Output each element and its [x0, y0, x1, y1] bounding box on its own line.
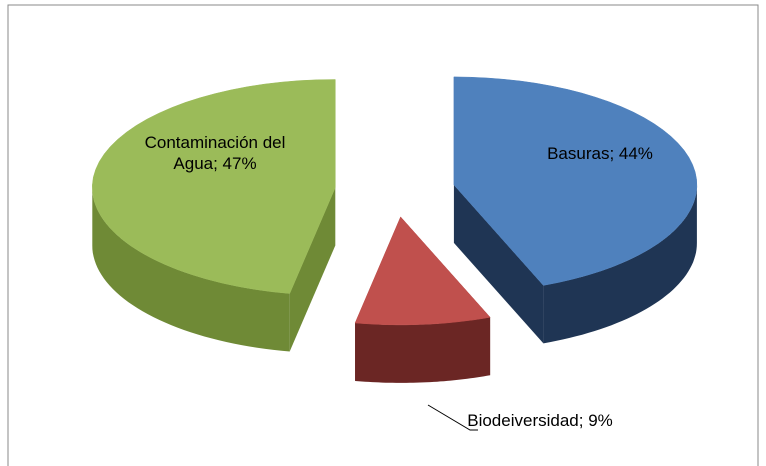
data-label: Contaminación del Agua; 47%	[144, 133, 286, 173]
slice-side-wall	[543, 184, 697, 344]
slice-side-wall	[92, 187, 290, 352]
chart-frame	[7, 4, 759, 466]
leader-line	[427, 404, 478, 431]
slice	[354, 216, 491, 326]
slice-radial-face	[453, 184, 544, 344]
slice-side-wall	[355, 317, 491, 383]
slice-radial-face	[289, 187, 336, 352]
slice	[453, 76, 698, 286]
slice	[92, 79, 336, 294]
data-label: Basuras; 44%	[547, 144, 653, 163]
data-label: Biodeiversidad; 9%	[467, 411, 613, 430]
